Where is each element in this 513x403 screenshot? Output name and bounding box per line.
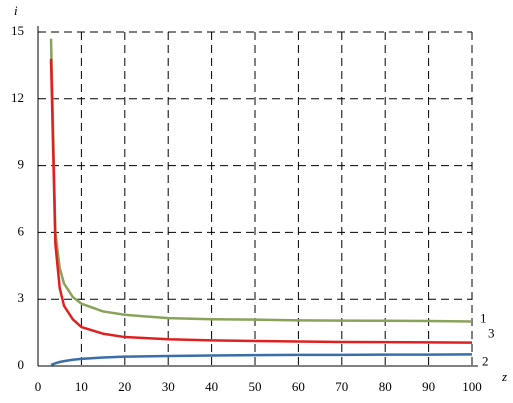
- y-tick-label: 15: [11, 23, 24, 38]
- y-tick-label: 9: [18, 157, 25, 172]
- x-tick-label: 90: [422, 379, 435, 394]
- x-tick-label: 40: [205, 379, 218, 394]
- x-tick-label: 50: [249, 379, 262, 394]
- x-tick-label: 70: [335, 379, 348, 394]
- y-tick-label: 0: [18, 357, 25, 372]
- series-line: [50, 353, 473, 367]
- y-axis-label: i: [14, 3, 18, 18]
- x-tick-label: 100: [462, 379, 482, 394]
- y-tick-label: 3: [18, 290, 25, 305]
- y-tick-label: 6: [18, 223, 25, 238]
- series-line: [49, 38, 473, 323]
- x-tick-label: 0: [35, 379, 42, 394]
- series-line: [49, 58, 473, 344]
- y-tick-label: 12: [11, 90, 24, 105]
- x-tick-label: 30: [162, 379, 175, 394]
- x-tick-label: 60: [292, 379, 305, 394]
- series-label: 2: [482, 353, 489, 368]
- x-tick-label: 10: [75, 379, 88, 394]
- x-axis-label: z: [501, 369, 507, 384]
- x-tick-label: 20: [118, 379, 131, 394]
- x-tick-label: 80: [379, 379, 392, 394]
- series-label: 1: [480, 310, 487, 325]
- series-label: 3: [488, 326, 495, 341]
